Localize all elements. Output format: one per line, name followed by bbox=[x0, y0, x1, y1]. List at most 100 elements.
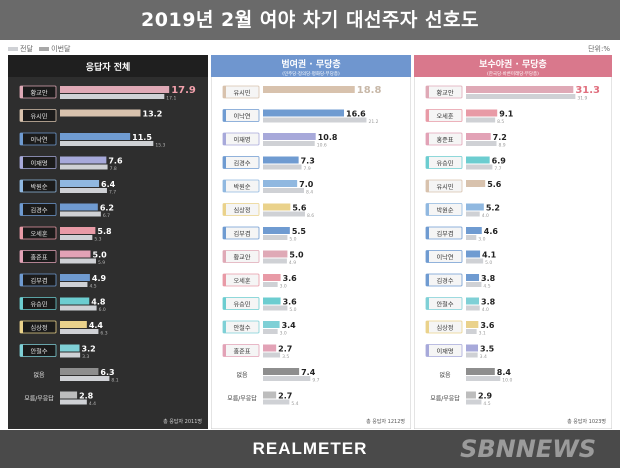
bar-row: 김경수 7.37.9 bbox=[222, 156, 315, 172]
bar-previous bbox=[60, 282, 88, 287]
chart-svg: 보수야권 · 무당층(한국당·바른미래당·무당층) 황교안 31.331.9 오세훈 9… bbox=[414, 55, 612, 429]
legend-swatch-previous bbox=[39, 47, 50, 51]
badge-accent bbox=[20, 203, 23, 216]
value-label: 8.4 bbox=[497, 368, 512, 377]
bar-current bbox=[263, 227, 290, 234]
prev-value-label: 10.0 bbox=[502, 378, 512, 384]
category-label: 이재명 bbox=[436, 348, 453, 356]
bar-current bbox=[60, 297, 90, 305]
category-label: 오세훈 bbox=[436, 113, 453, 121]
bar-previous bbox=[60, 188, 107, 193]
category-label: 모름/무응답 bbox=[430, 396, 460, 403]
bar-previous bbox=[466, 352, 478, 358]
category-label: 유승민 bbox=[233, 301, 250, 309]
value-label: 4.4 bbox=[89, 321, 104, 330]
value-label: 7.2 bbox=[493, 133, 507, 142]
badge-accent bbox=[20, 180, 23, 192]
prev-value-label: 8.1 bbox=[111, 378, 118, 384]
category-label: 이낙연 bbox=[436, 254, 453, 262]
bar-current bbox=[466, 344, 478, 352]
prev-value-label: 3.5 bbox=[282, 354, 289, 360]
badge-accent bbox=[426, 156, 429, 169]
prev-value-label: 8.9 bbox=[499, 143, 506, 149]
panel-opposition-bloc: 보수야권 · 무당층 (한국당·바른미래당·무당층) 황교안 31.3 31.9 오세훈 9… bbox=[414, 55, 612, 429]
badge-accent bbox=[223, 203, 226, 216]
value-label: 6.9 bbox=[492, 157, 507, 166]
value-label: 6.2 bbox=[100, 204, 114, 213]
bar-row: 유승민 3.65.0 bbox=[222, 297, 297, 313]
badge-accent bbox=[20, 86, 23, 98]
bar-previous bbox=[60, 211, 101, 217]
value-label: 3.4 bbox=[282, 321, 297, 330]
bar-previous bbox=[263, 141, 315, 146]
value-label: 17.9 bbox=[171, 85, 196, 96]
category-label: 없음 bbox=[236, 371, 248, 379]
bar-row: 김부겸 4.63.0 bbox=[425, 226, 499, 243]
watermark: SBNNEWS bbox=[460, 435, 596, 463]
bar-previous bbox=[466, 235, 477, 240]
bar-row: 이재명 10.810.6 bbox=[222, 132, 338, 149]
value-label: 4.8 bbox=[91, 298, 106, 307]
bar-previous bbox=[263, 117, 367, 123]
prev-value-label: 7.8 bbox=[110, 166, 117, 172]
value-label: 3.8 bbox=[481, 274, 496, 283]
bar-row: 없음 8.410.0 bbox=[439, 368, 512, 384]
bar-row: 김경수 3.84.5 bbox=[425, 273, 496, 290]
category-label: 이재명 bbox=[30, 160, 47, 168]
bar-current bbox=[263, 274, 281, 281]
value-label: 10.8 bbox=[318, 133, 338, 142]
category-label: 박원순 bbox=[436, 207, 453, 215]
value-label: 4.6 bbox=[484, 227, 499, 236]
bar-previous bbox=[466, 305, 480, 311]
bar-previous bbox=[263, 399, 290, 405]
panel-header bbox=[8, 55, 208, 77]
bar-current bbox=[466, 297, 480, 305]
value-label: 11.5 bbox=[132, 133, 152, 142]
prev-value-label: 7.7 bbox=[494, 166, 501, 172]
category-label: 오세훈 bbox=[233, 277, 250, 285]
bar-current bbox=[60, 391, 78, 399]
panel-all-respondents: 응답자 전체 황교안 17.9 17.1 유시민 13.2 이낙연 11.5 15.3 이재명 7.… bbox=[8, 55, 208, 429]
value-label: 6.4 bbox=[101, 180, 116, 189]
legend-swatch-current bbox=[8, 47, 18, 51]
badge-accent bbox=[20, 297, 23, 310]
bar-previous bbox=[263, 352, 281, 358]
panel-title: 범여권 · 무당층 bbox=[281, 58, 340, 70]
bar-row: 홍준표 5.05.9 bbox=[19, 250, 107, 266]
bar-previous bbox=[263, 258, 287, 264]
bar-current bbox=[60, 274, 90, 281]
value-label: 5.5 bbox=[292, 227, 307, 236]
badge-accent bbox=[426, 250, 429, 263]
panel-title: 응답자 전체 bbox=[86, 61, 131, 73]
bar-current bbox=[60, 203, 98, 211]
bar-previous bbox=[466, 258, 484, 264]
bar-row: 이낙연 11.515.3 bbox=[19, 132, 165, 149]
badge-accent bbox=[426, 227, 429, 239]
category-label: 없음 bbox=[33, 371, 45, 379]
bar-row: 모름/무응답 2.84.4 bbox=[24, 391, 96, 407]
bar-previous bbox=[466, 141, 497, 146]
bar-row: 없음 7.49.7 bbox=[236, 368, 320, 384]
bar-previous bbox=[60, 258, 96, 264]
category-label: 김경수 bbox=[233, 160, 250, 168]
bar-previous bbox=[60, 399, 87, 405]
panel-footnote: 총 응답자 1212명 bbox=[366, 418, 405, 425]
value-label: 3.6 bbox=[480, 321, 495, 330]
value-label: 5.0 bbox=[289, 251, 304, 260]
bar-current bbox=[263, 109, 345, 117]
badge-accent bbox=[20, 344, 23, 357]
value-label: 7.4 bbox=[301, 368, 316, 377]
category-label: 홍준표 bbox=[436, 136, 453, 144]
bar-current bbox=[60, 180, 100, 187]
badge-accent bbox=[426, 274, 429, 286]
bar-current bbox=[263, 321, 280, 328]
prev-value-label: 5.0 bbox=[289, 237, 296, 243]
category-label: 황교안 bbox=[30, 89, 47, 97]
prev-value-label: 7.7 bbox=[109, 190, 116, 196]
bar-previous bbox=[263, 329, 278, 334]
value-label: 5.6 bbox=[487, 180, 502, 189]
bar-previous bbox=[466, 117, 496, 123]
legend: 전달 이번달 bbox=[8, 44, 70, 54]
bar-row: 안철수 3.23.3 bbox=[19, 344, 96, 360]
category-label: 김부겸 bbox=[233, 231, 250, 238]
